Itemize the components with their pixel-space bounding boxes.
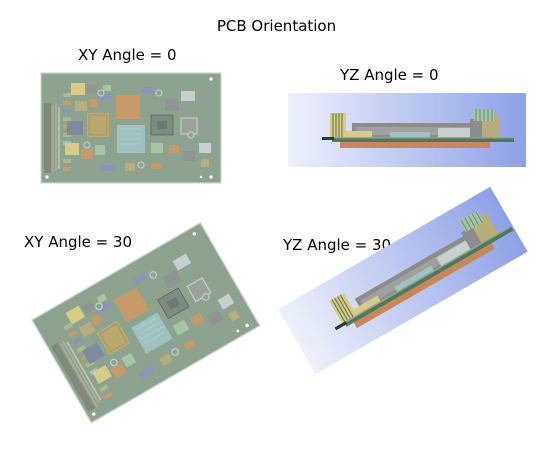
figure-title: PCB Orientation	[216, 17, 337, 35]
panel-label-xy30: XY Angle = 30	[24, 233, 133, 251]
panel-label-yz0: YZ Angle = 0	[340, 66, 439, 84]
panel-label-yz30: YZ Angle = 30	[283, 236, 392, 254]
pcb-top-view-xy30	[31, 222, 261, 424]
pcb-top-view-xy0	[40, 72, 222, 184]
pcb-side-view-yz30	[278, 186, 528, 375]
panel-label-xy0: XY Angle = 0	[78, 46, 177, 64]
pcb-side-view-yz0	[288, 93, 526, 167]
